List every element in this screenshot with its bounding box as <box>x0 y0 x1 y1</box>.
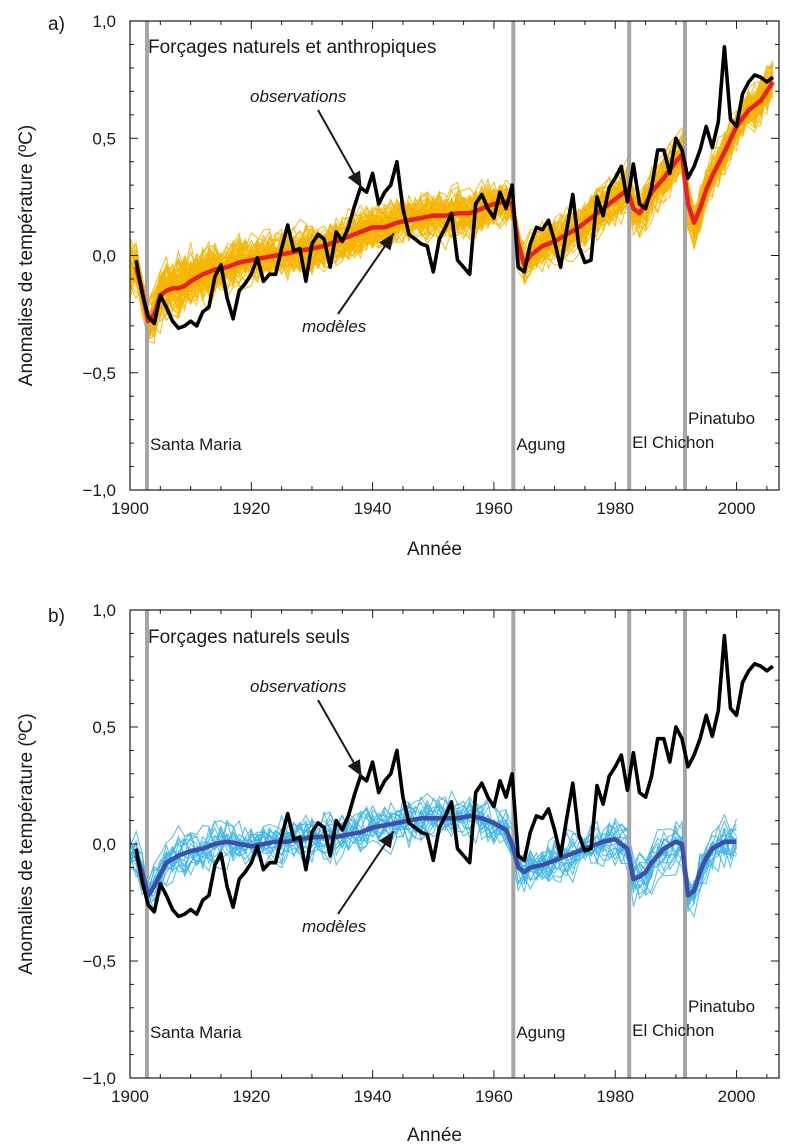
x-tick-label: 1920 <box>232 1087 270 1106</box>
ensemble-member-line <box>130 802 737 892</box>
ensemble-member-line <box>130 76 774 337</box>
y-tick-label: −0,5 <box>82 952 116 971</box>
observations-arrow-head <box>347 759 362 777</box>
y-tick-label: 1,0 <box>92 601 116 620</box>
observations-arrow-head <box>347 170 362 188</box>
x-tick-label: 1960 <box>475 499 513 518</box>
event-label-agung: Agung <box>516 435 565 454</box>
event-label-pinatubo: Pinatubo <box>688 997 755 1016</box>
model-mean-line <box>133 813 737 898</box>
plot-frame <box>129 20 780 491</box>
y-tick-label: 0,5 <box>92 718 116 737</box>
ensemble-member-line <box>130 75 774 319</box>
observations-annotation: observations <box>250 677 347 696</box>
ensemble-member-line <box>130 84 773 304</box>
ensemble-member-line <box>130 75 774 319</box>
models-annotation: modèles <box>302 317 367 336</box>
x-tick-label: 1920 <box>232 499 270 518</box>
y-axis-label: Anomalies de température (ºC) <box>16 713 37 974</box>
event-label-el-chichon: El Chichon <box>632 433 714 452</box>
y-tick-label: −1,0 <box>82 481 116 500</box>
x-tick-label: 1960 <box>475 1087 513 1106</box>
x-axis-label: Année <box>407 539 462 560</box>
event-label-pinatubo: Pinatubo <box>688 409 755 428</box>
x-tick-label: 2000 <box>718 1087 756 1106</box>
observations-line <box>134 45 775 330</box>
ensemble-member-line <box>130 789 738 909</box>
event-label-el-chichon: El Chichon <box>632 1021 714 1040</box>
chart-title: Forçages naturels seuls <box>148 627 350 648</box>
x-tick-label: 1980 <box>596 1087 634 1106</box>
x-tick-label: 1900 <box>111 1087 149 1106</box>
y-tick-label: 1,0 <box>92 12 116 31</box>
x-tick-label: 2000 <box>718 499 756 518</box>
event-label-santa-maria: Santa Maria <box>150 435 242 454</box>
x-tick-label: 1980 <box>596 499 634 518</box>
y-tick-label: 0,0 <box>92 835 116 854</box>
models-arrow-head <box>379 831 394 849</box>
x-tick-label: 1940 <box>354 1087 392 1106</box>
panel-label: a) <box>48 14 65 35</box>
event-label-agung: Agung <box>516 1023 565 1042</box>
y-tick-label: 0,5 <box>92 129 116 148</box>
chart-title: Forçages naturels et anthropiques <box>148 37 436 58</box>
observations-annotation: observations <box>250 87 347 106</box>
models-arrow-shaft <box>337 232 395 315</box>
model-mean-line <box>133 80 775 324</box>
chart-panel-b: 1900 1920 1940 1960 1980 2000 −1,0 −0,5 0,0 0,5 1,… <box>16 601 780 1144</box>
y-tick-label: −1,0 <box>82 1069 116 1088</box>
event-label-santa-maria: Santa Maria <box>150 1023 242 1042</box>
ensemble-member-line <box>130 71 774 320</box>
y-axis-label: Anomalies de température (ºC) <box>16 125 37 386</box>
panel-label: b) <box>48 606 65 627</box>
models-arrow-head <box>378 233 394 251</box>
observations-line <box>134 633 774 919</box>
x-axis-label: Année <box>407 1125 462 1144</box>
models-annotation: modèles <box>302 917 367 936</box>
models-arrow-shaft <box>337 830 395 915</box>
y-tick-label: −0,5 <box>82 364 116 383</box>
x-tick-label: 1900 <box>111 499 149 518</box>
chart-panel-a: 1900 1920 1940 1960 1980 2000 −1,0 −0,5 0,0 0,5 1,… <box>16 12 780 560</box>
x-tick-label: 1940 <box>354 499 392 518</box>
y-tick-label: 0,0 <box>92 247 116 266</box>
ensemble-member-line <box>130 85 774 323</box>
